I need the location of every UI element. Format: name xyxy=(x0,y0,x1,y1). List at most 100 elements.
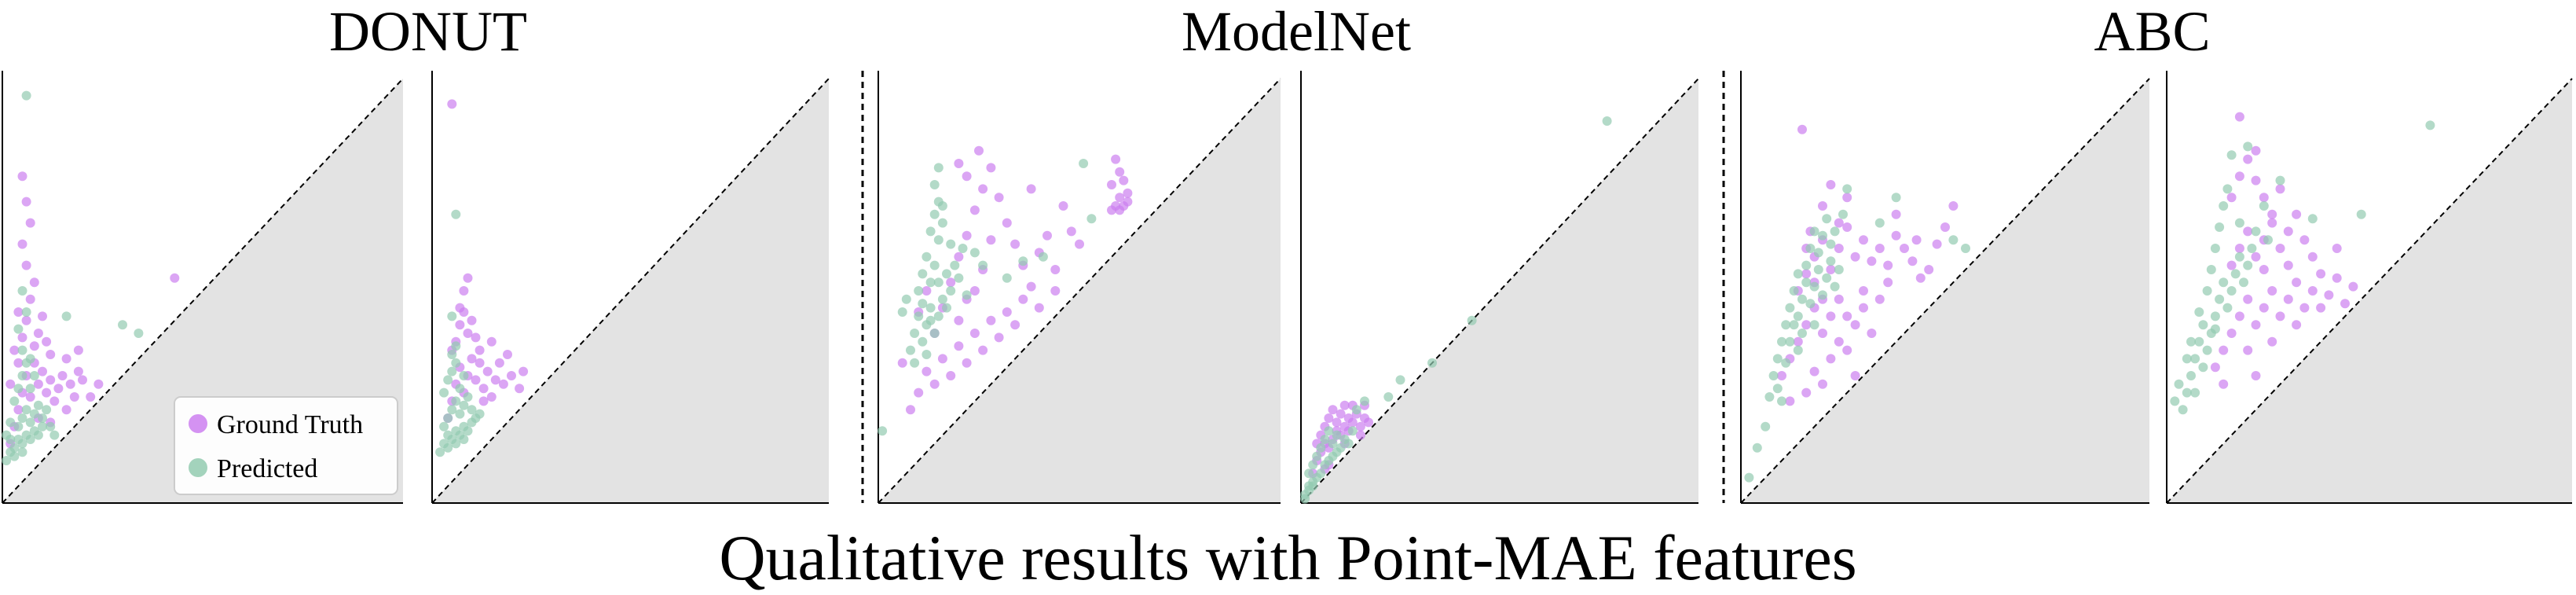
predicted-point xyxy=(2425,120,2435,130)
diagonal-line xyxy=(1740,78,2150,504)
scatter-panels: Ground Truth Predicted xyxy=(2,71,2573,504)
ground-truth-point xyxy=(33,329,43,338)
ground-truth-point xyxy=(2267,218,2277,228)
predicted-point xyxy=(467,405,477,415)
predicted-point xyxy=(1304,468,1314,479)
diagonal-line xyxy=(431,78,830,504)
ground-truth-point xyxy=(1355,421,1365,432)
predicted-point xyxy=(1343,439,1354,449)
ground-truth-point xyxy=(1026,281,1036,292)
predicted-point xyxy=(1826,256,1836,266)
ground-truth-point xyxy=(1336,409,1346,419)
predicted-point xyxy=(1086,214,1097,224)
ground-truth-point xyxy=(503,350,512,359)
ground-truth-point xyxy=(1801,269,1812,279)
ground-truth-point xyxy=(1332,417,1342,428)
predicted-point xyxy=(2178,405,2188,415)
predicted-point xyxy=(1785,303,1795,313)
predicted-point xyxy=(447,311,457,321)
ground-truth-point xyxy=(962,358,972,368)
predicted-point xyxy=(1797,329,1807,338)
ground-truth-point xyxy=(2292,320,2302,330)
ground-truth-point xyxy=(1010,320,1021,330)
ground-truth-point xyxy=(1924,265,1934,274)
ground-truth-point xyxy=(1123,196,1133,207)
ground-truth-point xyxy=(463,329,473,338)
predicted-point xyxy=(1834,265,1844,274)
predicted-point xyxy=(2243,141,2253,152)
ground-truth-point xyxy=(2243,154,2253,164)
predicted-point xyxy=(17,286,27,296)
predicted-point xyxy=(5,417,16,428)
ground-truth-point xyxy=(2292,209,2302,219)
ground-truth-point xyxy=(25,294,35,304)
ground-truth-point xyxy=(1115,167,1125,177)
ground-truth-point xyxy=(2299,235,2310,245)
scatter-panel-4 xyxy=(1300,71,1699,504)
ground-truth-point xyxy=(2251,175,2261,185)
predicted-point xyxy=(2356,209,2366,219)
ground-truth-point xyxy=(518,366,529,376)
predicted-point xyxy=(2202,345,2212,355)
predicted-point xyxy=(906,345,915,355)
predicted-point xyxy=(1874,218,1885,228)
predicted-point xyxy=(922,350,932,359)
predicted-point xyxy=(1328,439,1338,449)
scatter-panel-6 xyxy=(2166,71,2573,504)
predicted-point xyxy=(17,345,27,355)
ground-truth-point xyxy=(2275,311,2285,321)
ground-truth-point xyxy=(25,218,35,228)
predicted-point xyxy=(2307,214,2318,224)
predicted-point xyxy=(1961,244,1970,253)
predicted-point xyxy=(914,311,924,321)
ground-truth-point xyxy=(13,307,24,317)
ground-truth-point xyxy=(494,358,504,368)
predicted-point xyxy=(1830,226,1840,237)
ground-truth-point xyxy=(1826,354,1836,364)
predicted-point xyxy=(1805,244,1816,253)
predicted-point xyxy=(2190,387,2200,398)
scatter-panel-5 xyxy=(1740,71,2150,504)
ground-truth-point xyxy=(1364,417,1373,428)
ground-truth-point xyxy=(1818,379,1827,389)
ground-truth-point xyxy=(1018,294,1028,304)
predicted-point xyxy=(2263,235,2273,245)
diagonal-line xyxy=(1300,78,1699,504)
predicted-point xyxy=(1308,460,1318,470)
ground-truth-point xyxy=(978,345,988,355)
ground-truth-point xyxy=(46,350,56,359)
ground-truth-point xyxy=(455,303,465,313)
ground-truth-point xyxy=(986,235,996,245)
predicted-point xyxy=(1002,273,1012,283)
figure-caption: Qualitative results with Point-MAE featu… xyxy=(719,522,1857,593)
ground-truth-point xyxy=(914,387,924,398)
predicted-point xyxy=(1826,239,1836,249)
ground-truth-point xyxy=(1107,180,1116,189)
ground-truth-point xyxy=(475,358,485,368)
ground-truth-point xyxy=(2275,184,2285,194)
predicted-point xyxy=(1772,384,1783,394)
predicted-point xyxy=(925,303,936,313)
ground-truth-point xyxy=(978,184,988,194)
predicted-point xyxy=(451,358,461,368)
predicted-point xyxy=(1830,281,1840,292)
predicted-point xyxy=(1789,320,1799,330)
predicted-point xyxy=(2222,184,2233,194)
predicted-point xyxy=(950,260,960,270)
ground-truth-point xyxy=(1850,320,1860,330)
ground-truth-point xyxy=(1940,222,1950,232)
ground-truth-point xyxy=(1911,235,1922,245)
ground-truth-point xyxy=(2210,362,2220,373)
predicted-point xyxy=(42,405,52,415)
predicted-point xyxy=(1781,320,1791,330)
predicted-point xyxy=(459,435,469,444)
legend-marker-2 xyxy=(189,458,207,477)
predicted-point xyxy=(1347,426,1358,436)
diagonal-line xyxy=(878,78,1281,504)
legend: Ground Truth Predicted xyxy=(174,396,398,495)
ground-truth-point xyxy=(478,384,489,394)
predicted-point xyxy=(1822,214,1832,224)
predicted-point xyxy=(38,421,47,432)
predicted-point xyxy=(61,311,71,321)
predicted-point xyxy=(1805,299,1816,309)
